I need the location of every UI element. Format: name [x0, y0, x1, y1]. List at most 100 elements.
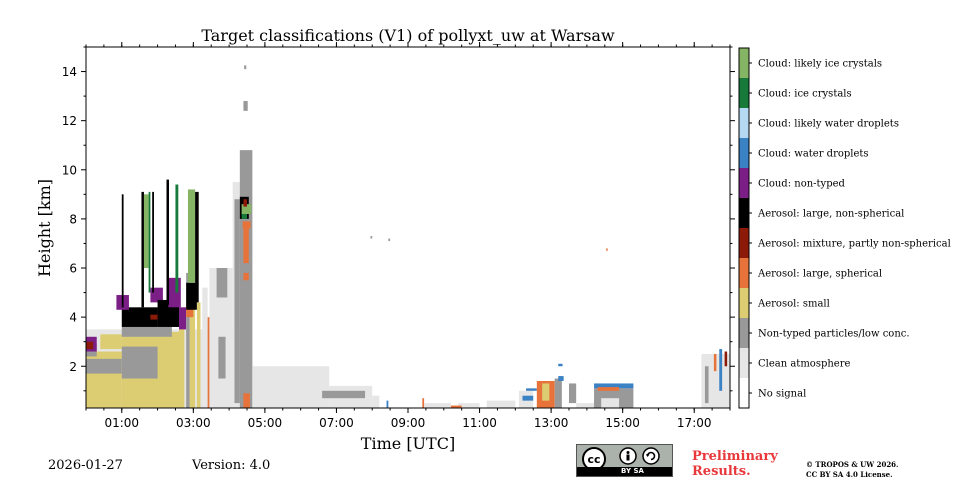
class-region	[86, 341, 94, 350]
x-axis-label: Time [UTC]	[361, 434, 455, 453]
class-region	[86, 358, 122, 374]
class-region	[243, 101, 248, 111]
y-tick-label: 10	[62, 163, 77, 177]
class-region	[148, 191, 151, 293]
class-region	[719, 349, 723, 391]
class-region	[195, 191, 199, 303]
class-region	[196, 302, 201, 408]
x-tick-label: 01:00	[104, 416, 139, 430]
class-region	[121, 346, 158, 379]
colorbar-label: Cloud: non-typed	[758, 179, 846, 190]
cc-label-strip	[577, 467, 672, 476]
class-region	[179, 307, 187, 330]
colorbar-segment	[739, 378, 749, 408]
class-region	[186, 282, 197, 310]
colorbar-segment	[739, 78, 749, 108]
x-tick-label: 13:00	[534, 416, 569, 430]
colorbar-label: Cloud: water droplets	[758, 149, 869, 160]
class-region	[388, 238, 391, 242]
class-region	[189, 304, 196, 408]
class-region	[576, 403, 595, 408]
class-region	[216, 268, 228, 298]
class-region	[370, 236, 373, 239]
colorbar-segment	[739, 48, 749, 78]
colorbar-label: Aerosol: mixture, partly non-spherical	[757, 239, 951, 250]
class-region	[597, 387, 620, 391]
x-tick-label: 15:00	[605, 416, 640, 430]
colorbar-segment	[739, 108, 749, 138]
colorbar-segment	[739, 228, 749, 258]
class-region	[100, 334, 122, 350]
class-region	[141, 191, 144, 308]
colorbar-label: Aerosol: large, non-spherical	[757, 209, 904, 220]
colorbar-label: Cloud: ice crystals	[758, 89, 852, 100]
class-region	[166, 179, 170, 305]
class-region	[424, 403, 451, 408]
class-region	[143, 194, 149, 269]
class-region	[704, 366, 709, 404]
class-region	[234, 199, 240, 404]
class-region	[450, 405, 462, 408]
colorbar-label: No signal	[758, 389, 806, 400]
colorbar-frame	[738, 47, 750, 409]
x-tick-label: 11:00	[462, 416, 497, 430]
colorbar-label: Non-typed particles/low conc.	[758, 329, 910, 340]
class-region	[218, 336, 226, 379]
class-region	[152, 191, 154, 293]
class-region	[243, 228, 249, 281]
colorbar-segment	[739, 138, 749, 168]
cc-label: BY SA	[621, 467, 644, 475]
class-region	[242, 221, 251, 229]
class-region	[202, 287, 208, 408]
class-region	[458, 403, 480, 408]
class-region	[322, 390, 366, 399]
y-tick-label: 12	[62, 114, 77, 128]
class-region	[121, 326, 172, 337]
colorbar-segment	[739, 168, 749, 198]
class-region	[422, 398, 425, 408]
y-axis-label: Height [km]	[35, 179, 54, 277]
copyright-line-2: CC BY SA 4.0 License.	[806, 470, 893, 479]
chart-title: Target classifications (V1) of pollyxt_u…	[201, 26, 615, 45]
y-tick-label: 8	[69, 212, 77, 226]
colorbar-segment	[739, 258, 749, 288]
class-region	[179, 329, 185, 408]
class-region	[526, 388, 537, 391]
copyright-line-1: © TROPOS & UW 2026.	[806, 460, 899, 469]
colorbar-segment	[739, 198, 749, 228]
sa-sharealike-icon	[642, 447, 660, 465]
class-region	[207, 317, 210, 408]
y-tick-label: 4	[69, 311, 77, 325]
x-axis-ticks: 01:00 03:00 05:00 07:00 09:00 11:00 13:00 15:00…	[85, 42, 731, 430]
date-label: 2026-01-27	[48, 458, 123, 473]
class-region	[606, 248, 608, 251]
class-region	[121, 307, 158, 327]
class-region	[558, 376, 564, 381]
class-region	[121, 194, 124, 308]
class-region	[168, 277, 181, 308]
y-tick-label: 6	[69, 262, 77, 276]
class-region	[724, 351, 728, 367]
class-region	[186, 272, 190, 408]
class-region	[386, 400, 389, 408]
class-region	[175, 184, 179, 293]
colorbar-label: Cloud: likely ice crystals	[758, 59, 882, 70]
class-region	[558, 363, 563, 367]
version-label: Version: 4.0	[192, 458, 271, 473]
class-region	[241, 263, 251, 273]
class-region	[241, 204, 252, 214]
colorbar-label: Clean atmosphere	[758, 359, 851, 370]
x-tick-label: 07:00	[319, 416, 354, 430]
colorbar-legend: No signal Clean atmosphere Non-typed parti…	[738, 47, 951, 409]
y-tick-label: 14	[62, 65, 77, 79]
cc-license-badge: cc BY SA	[576, 444, 673, 477]
x-tick-label: 05:00	[248, 416, 283, 430]
class-region	[243, 393, 250, 408]
colorbar-label: Aerosol: large, spherical	[757, 269, 882, 280]
class-region	[252, 366, 330, 408]
class-region	[601, 398, 620, 408]
class-region	[372, 395, 380, 408]
x-tick-label: 03:00	[176, 416, 211, 430]
class-region	[244, 65, 247, 70]
